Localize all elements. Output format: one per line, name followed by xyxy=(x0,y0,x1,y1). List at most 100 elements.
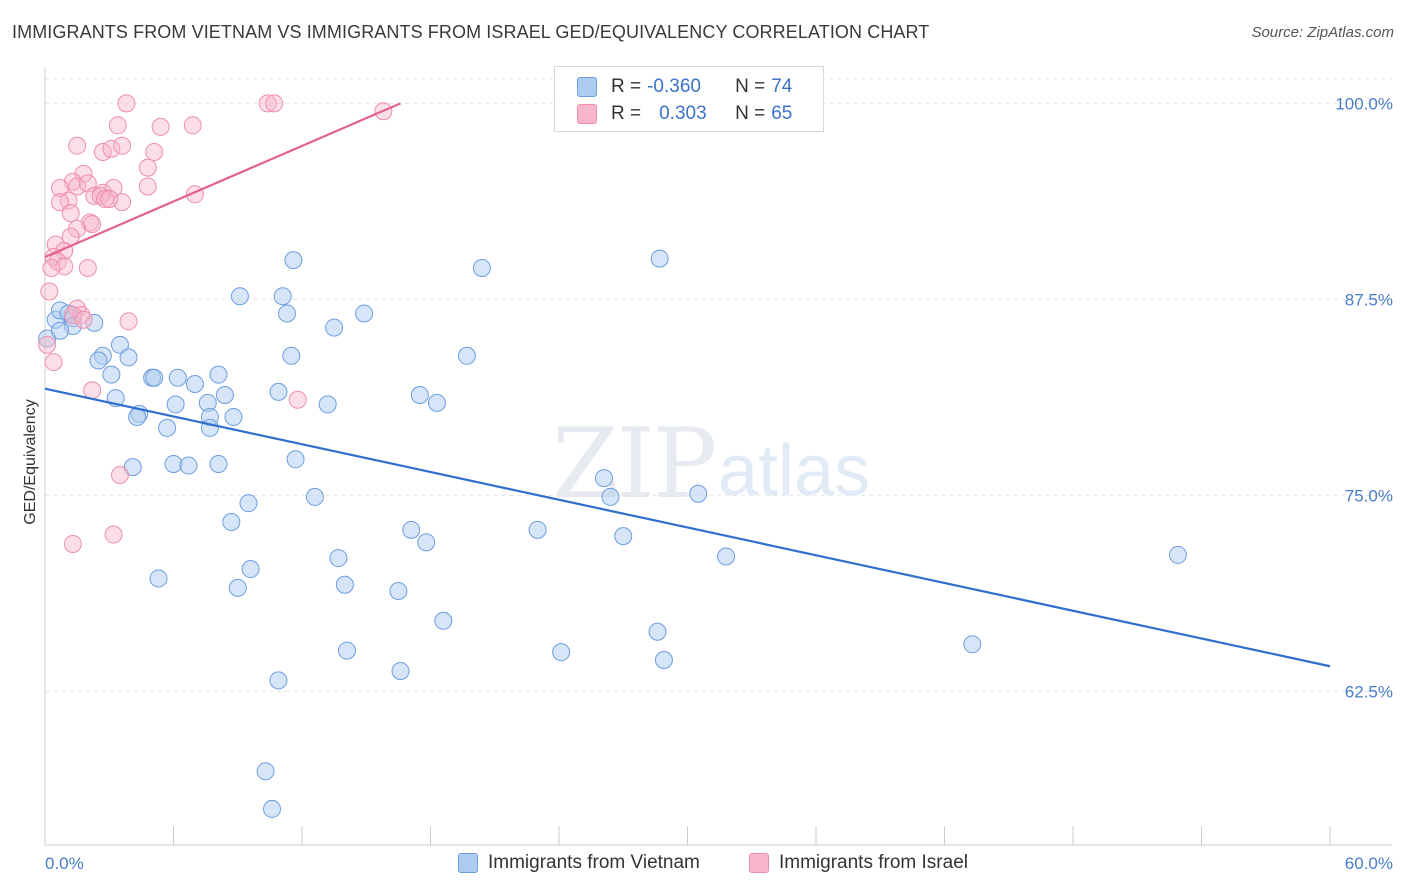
data-point-vietnam xyxy=(325,318,344,337)
data-point-vietnam xyxy=(158,418,177,437)
data-point-israel xyxy=(83,215,102,234)
data-point-vietnam xyxy=(282,346,301,365)
data-point-vietnam xyxy=(166,395,185,414)
legend-row-israel: R = 0.303 N = 65 xyxy=(577,102,792,126)
data-point-vietnam xyxy=(256,762,275,781)
data-point-israel xyxy=(83,381,102,400)
data-point-israel xyxy=(61,204,80,223)
data-point-israel xyxy=(113,136,132,155)
data-point-vietnam xyxy=(601,487,620,506)
trend-line-vietnam xyxy=(44,387,1331,668)
vietnam-points xyxy=(38,249,1187,818)
data-point-vietnam xyxy=(654,650,673,669)
data-point-vietnam xyxy=(168,368,187,387)
data-point-israel xyxy=(95,190,114,209)
data-point-vietnam xyxy=(689,484,708,503)
data-point-vietnam xyxy=(222,513,241,532)
data-point-vietnam xyxy=(355,304,374,323)
data-point-vietnam xyxy=(185,375,204,394)
legend-n-label: N = xyxy=(735,103,766,124)
data-point-israel xyxy=(145,142,164,161)
data-point-israel xyxy=(44,353,63,372)
data-point-vietnam xyxy=(224,407,243,426)
data-point-vietnam xyxy=(102,365,121,384)
legend-n-value-israel: 65 xyxy=(771,103,793,124)
data-point-vietnam xyxy=(410,385,429,404)
data-point-vietnam xyxy=(614,527,633,546)
data-point-israel xyxy=(102,139,121,158)
legend-r-value-israel: 0.303 xyxy=(659,103,707,124)
series-swatch-israel xyxy=(749,853,769,873)
y-axis-label: GED/Equivalency xyxy=(22,399,39,524)
y-tick-label: 87.5% xyxy=(1345,290,1393,309)
data-point-vietnam xyxy=(230,287,249,306)
data-point-vietnam xyxy=(329,549,348,568)
data-point-vietnam xyxy=(286,450,305,469)
data-point-israel xyxy=(108,116,127,135)
data-point-vietnam xyxy=(239,494,258,513)
data-point-vietnam xyxy=(110,335,129,354)
data-point-vietnam xyxy=(318,395,337,414)
watermark-zip: ZIP xyxy=(552,408,717,520)
data-point-vietnam xyxy=(119,348,138,367)
source-label: Source: ZipAtlas.com xyxy=(1251,24,1394,41)
data-point-israel xyxy=(265,94,284,113)
data-point-israel xyxy=(40,282,59,301)
y-tick-label: 75.0% xyxy=(1345,486,1393,505)
data-point-vietnam xyxy=(434,611,453,630)
legend-row-vietnam: R = -0.360 N = 74 xyxy=(577,75,792,99)
data-point-vietnam xyxy=(528,520,547,539)
data-point-israel xyxy=(50,193,69,212)
data-point-israel xyxy=(119,312,138,331)
data-point-vietnam xyxy=(273,287,292,306)
legend-r-label: R = xyxy=(611,76,642,97)
data-point-vietnam xyxy=(389,581,408,600)
data-point-israel xyxy=(138,158,157,177)
data-point-vietnam xyxy=(263,799,282,818)
data-point-israel xyxy=(151,117,170,136)
legend-r-value-vietnam: -0.360 xyxy=(647,76,701,97)
data-point-israel xyxy=(55,257,74,276)
stats-legend: R = -0.360 N = 74 R = 0.303 N = 65 xyxy=(554,66,824,132)
data-point-vietnam xyxy=(427,393,446,412)
data-point-vietnam xyxy=(149,569,168,588)
legend-r-label: R = xyxy=(611,103,642,124)
data-point-vietnam xyxy=(145,368,164,387)
data-point-vietnam xyxy=(417,533,436,552)
israel-points xyxy=(38,94,393,553)
series-legend-israel[interactable]: Immigrants from Israel xyxy=(749,852,968,874)
series-legend: Immigrants from Vietnam Immigrants from … xyxy=(0,852,1406,878)
data-point-vietnam xyxy=(278,304,297,323)
trend-line-israel xyxy=(44,102,401,259)
data-point-vietnam xyxy=(335,575,354,594)
data-point-vietnam xyxy=(209,454,228,473)
legend-n-value-vietnam: 74 xyxy=(771,76,793,97)
chart-title: IMMIGRANTS FROM VIETNAM VS IMMIGRANTS FR… xyxy=(12,22,930,42)
data-point-israel xyxy=(110,465,129,484)
y-tick-label: 100.0% xyxy=(1335,94,1393,113)
data-point-israel xyxy=(42,258,61,277)
legend-n-label: N = xyxy=(735,76,766,97)
data-point-israel xyxy=(85,186,104,205)
data-point-israel xyxy=(100,190,119,209)
x-tick-label-max: 60.0% xyxy=(1345,854,1393,873)
data-point-israel xyxy=(183,116,202,135)
series-label-israel: Immigrants from Israel xyxy=(779,852,968,873)
data-point-vietnam xyxy=(1168,545,1187,564)
data-point-vietnam xyxy=(594,469,613,488)
trend-lines xyxy=(44,102,1331,668)
data-point-vietnam xyxy=(164,454,183,473)
data-point-vietnam xyxy=(402,520,421,539)
data-point-israel xyxy=(78,258,97,277)
data-point-israel xyxy=(74,310,93,329)
data-point-israel xyxy=(138,177,157,196)
data-point-israel xyxy=(50,179,69,198)
data-point-israel xyxy=(104,525,123,544)
series-legend-vietnam[interactable]: Immigrants from Vietnam xyxy=(458,852,700,874)
data-point-vietnam xyxy=(209,365,228,384)
data-point-vietnam xyxy=(305,487,324,506)
data-point-vietnam xyxy=(648,622,667,641)
data-point-vietnam xyxy=(89,351,108,370)
data-point-vietnam xyxy=(228,578,247,597)
axes xyxy=(44,68,1392,846)
